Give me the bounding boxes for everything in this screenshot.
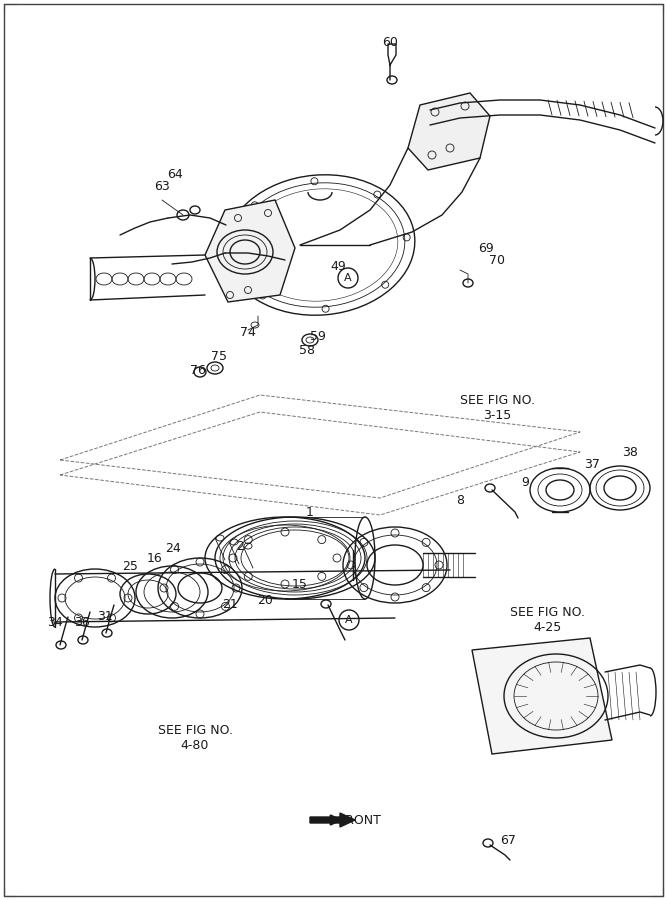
Text: 75: 75 — [211, 349, 227, 363]
Text: SEE FIG NO.
4-80: SEE FIG NO. 4-80 — [157, 724, 233, 752]
Text: 20: 20 — [257, 593, 273, 607]
Polygon shape — [205, 200, 295, 302]
Text: 38: 38 — [622, 446, 638, 460]
Text: FRONT: FRONT — [339, 814, 382, 826]
Text: 21: 21 — [222, 598, 238, 610]
Text: 8: 8 — [456, 493, 464, 507]
Text: 16: 16 — [147, 552, 163, 564]
Text: 69: 69 — [478, 241, 494, 255]
Text: 34: 34 — [47, 616, 63, 628]
Text: 36: 36 — [74, 616, 90, 628]
Text: 67: 67 — [500, 833, 516, 847]
Text: 74: 74 — [240, 327, 256, 339]
Text: A: A — [346, 615, 353, 625]
Text: 64: 64 — [167, 167, 183, 181]
Text: 49: 49 — [330, 260, 346, 274]
Text: 76: 76 — [190, 364, 206, 376]
Text: 37: 37 — [584, 458, 600, 472]
Text: 25: 25 — [122, 560, 138, 572]
Text: 60: 60 — [382, 35, 398, 49]
Polygon shape — [472, 638, 612, 754]
Text: 2: 2 — [236, 541, 244, 554]
Text: SEE FIG NO.
3-15: SEE FIG NO. 3-15 — [460, 394, 535, 422]
Text: 58: 58 — [299, 345, 315, 357]
Text: A: A — [344, 273, 352, 283]
Text: 9: 9 — [521, 475, 529, 489]
Text: SEE FIG NO.
4-25: SEE FIG NO. 4-25 — [510, 606, 585, 634]
Text: 1: 1 — [306, 506, 314, 518]
Polygon shape — [408, 93, 490, 170]
FancyArrow shape — [310, 813, 355, 827]
Text: 70: 70 — [489, 254, 505, 266]
Text: 15: 15 — [292, 579, 308, 591]
Text: 59: 59 — [310, 330, 326, 344]
Text: 63: 63 — [154, 179, 170, 193]
Text: 31: 31 — [97, 610, 113, 624]
Text: 24: 24 — [165, 542, 181, 554]
